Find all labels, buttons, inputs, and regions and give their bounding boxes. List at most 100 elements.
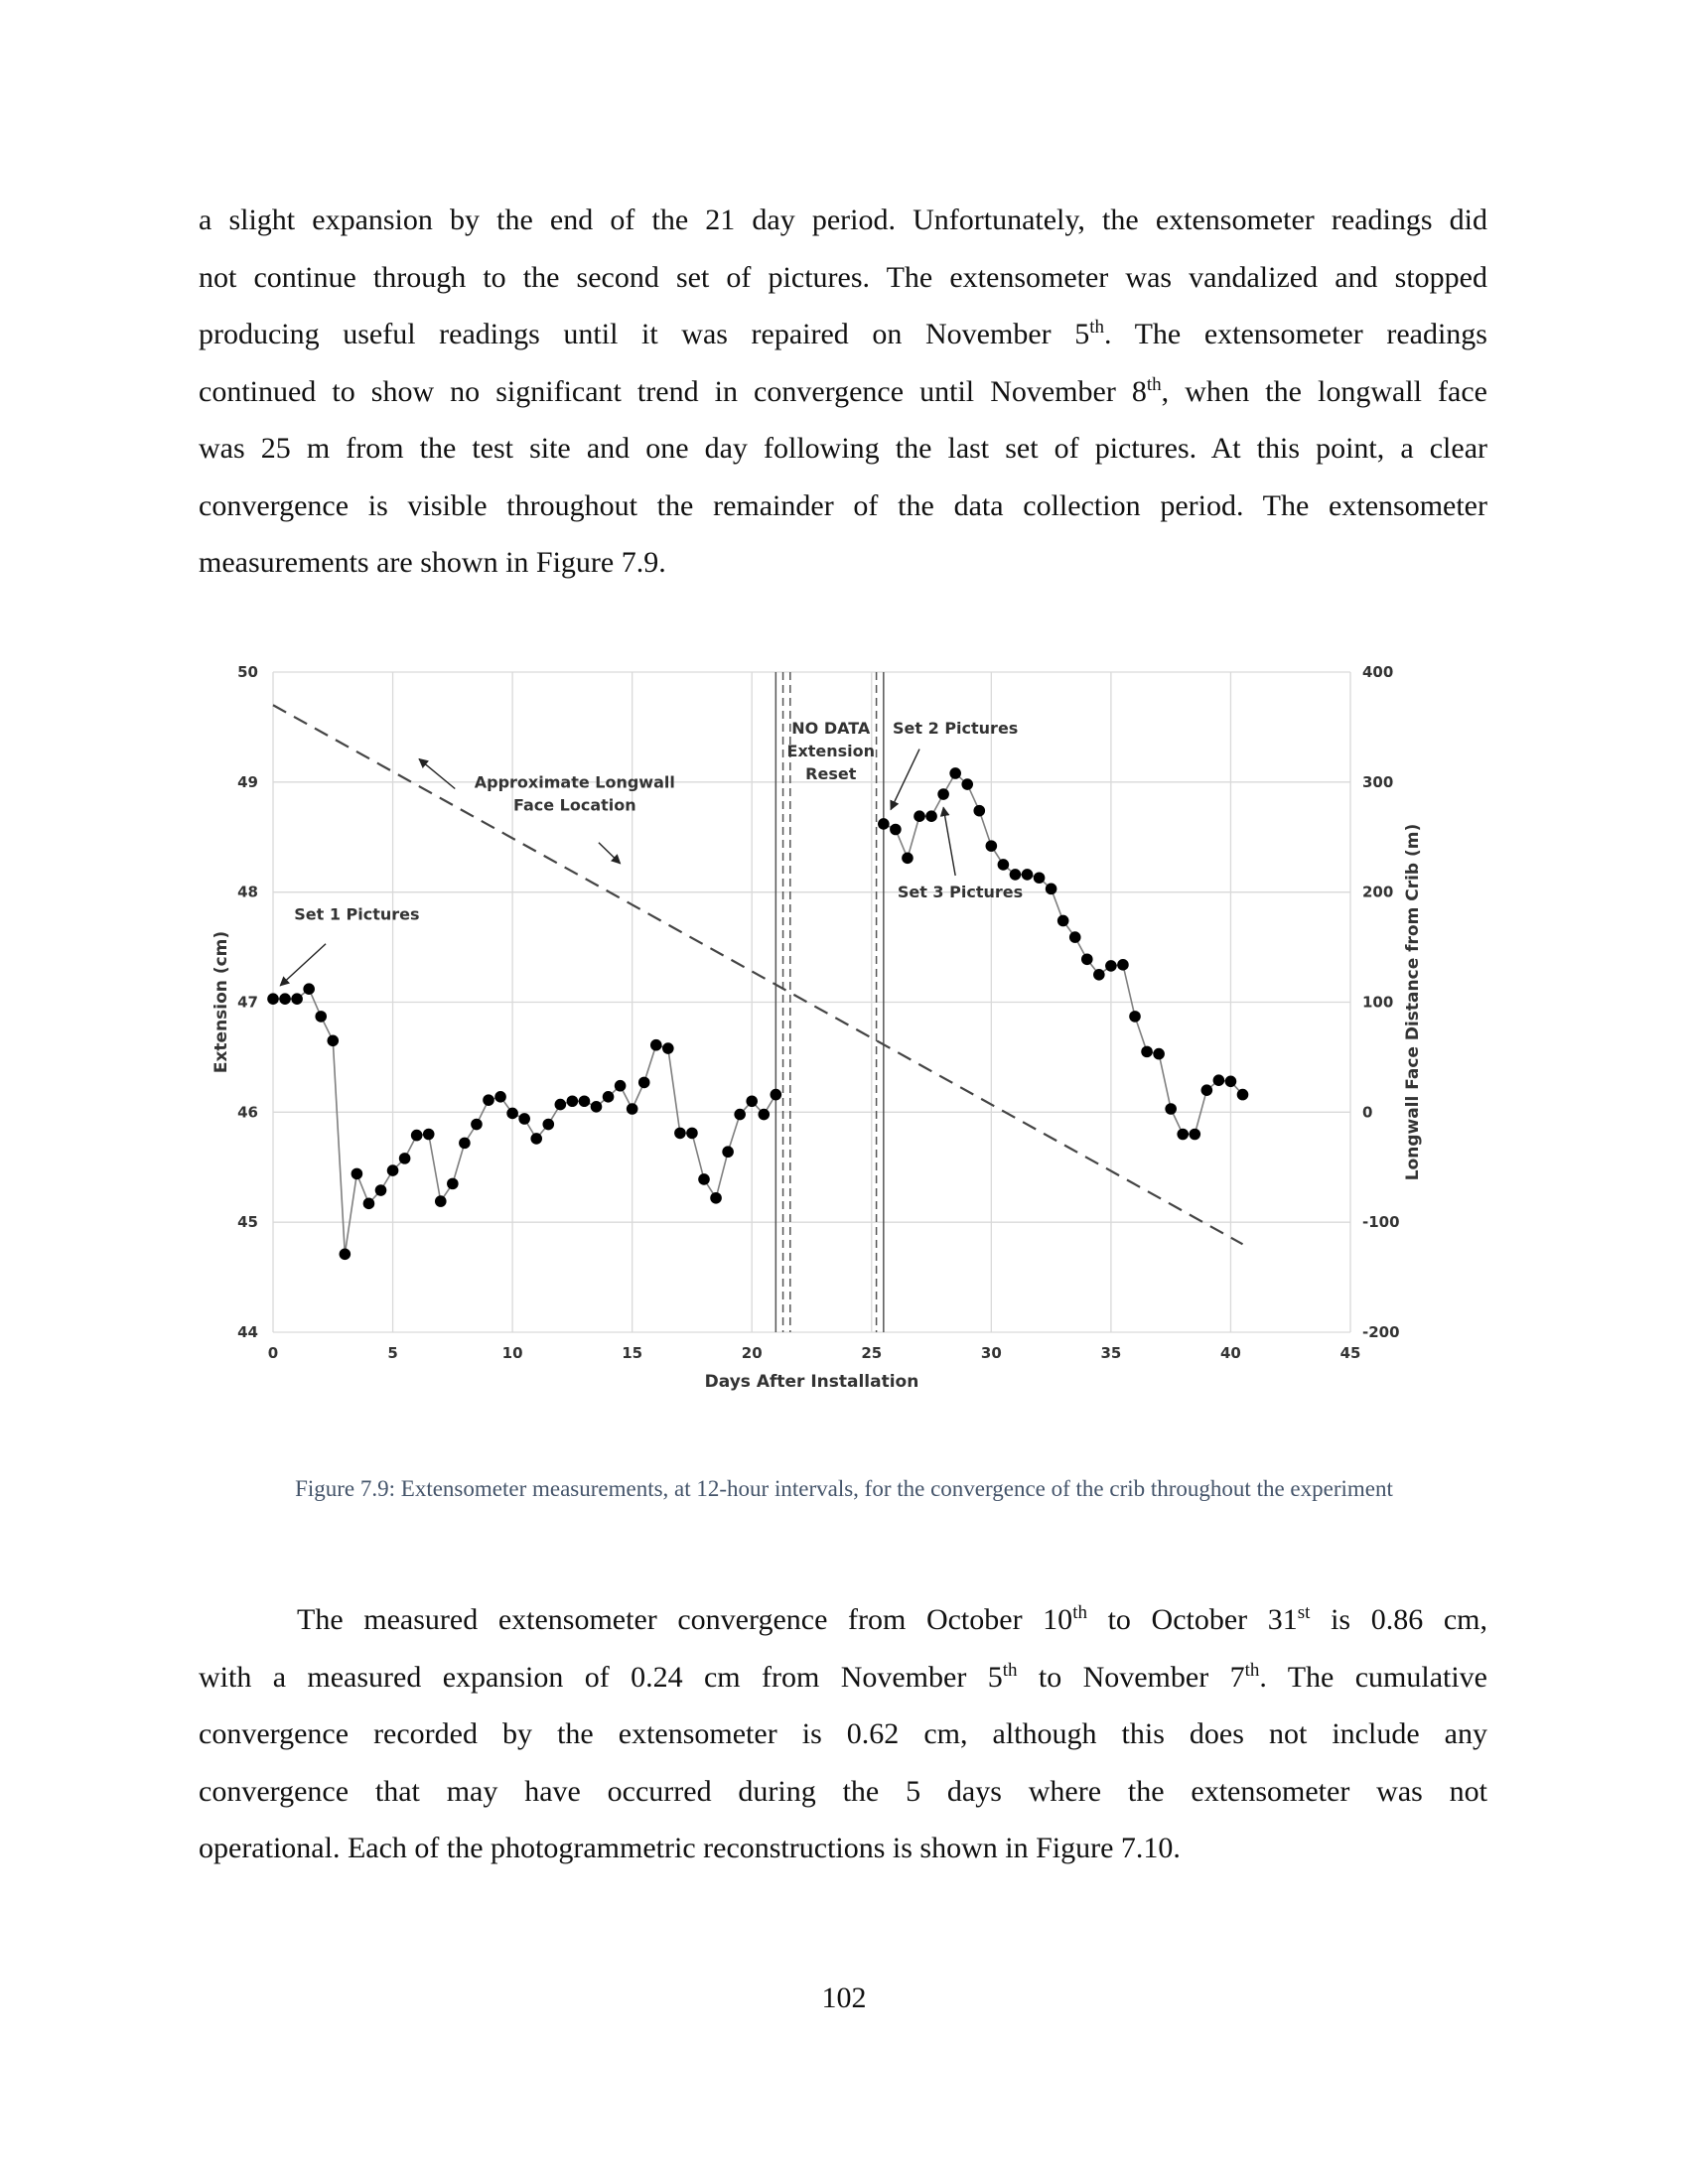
- extension-data-point: [1021, 869, 1034, 881]
- text-run: was 25 m from the test site and one day …: [199, 432, 1487, 465]
- annotation-longwall-arrow-down: [598, 842, 622, 865]
- extension-data-point: [746, 1095, 759, 1108]
- text-run: The measured extensometer convergence fr…: [297, 1603, 1073, 1636]
- extension-data-point: [698, 1173, 710, 1185]
- annotation-set3-arrow: [939, 806, 956, 877]
- extension-data-point: [267, 993, 279, 1005]
- annotation-set2-arrow: [890, 749, 920, 811]
- y2-tick-label: -100: [1362, 1213, 1400, 1231]
- extension-data-point: [1117, 959, 1129, 971]
- extension-data-point: [303, 983, 315, 995]
- y2-tick-label: 300: [1362, 773, 1393, 791]
- extension-data-point: [590, 1100, 603, 1113]
- text-run: with a measured expansion of 0.24 cm fro…: [199, 1660, 1003, 1694]
- extension-data-point: [1224, 1075, 1237, 1088]
- ordinal-superscript: th: [1002, 1659, 1018, 1681]
- annotation-nodata-label: NO DATA: [791, 719, 871, 738]
- ordinal-superscript: th: [1089, 317, 1105, 338]
- annotation-set1-arrow: [279, 943, 327, 987]
- extension-data-point: [961, 778, 974, 790]
- y-tick-label: 50: [237, 663, 258, 681]
- extension-data-point: [997, 859, 1010, 871]
- text-line: continued to show no significant trend i…: [199, 363, 1487, 421]
- extension-data-point: [542, 1118, 555, 1131]
- y-tick-label: 45: [237, 1213, 258, 1231]
- extension-data-point: [925, 810, 937, 822]
- text-run: convergence is visible throughout the re…: [199, 488, 1487, 522]
- extension-data-point: [637, 1076, 650, 1089]
- extension-data-point: [386, 1164, 399, 1176]
- x-tick-label: 30: [981, 1344, 1002, 1362]
- text-run: , when the longwall face: [1161, 374, 1487, 408]
- extension-data-point: [471, 1118, 483, 1131]
- text-run: convergence recorded by the extensometer…: [199, 1717, 1487, 1750]
- extension-data-point: [315, 1011, 328, 1023]
- extension-data-point: [447, 1177, 459, 1190]
- text-run: measurements are shown in Figure 7.9.: [199, 546, 666, 579]
- extension-data-point: [566, 1095, 579, 1108]
- ordinal-superscript: th: [1072, 1602, 1087, 1623]
- extension-data-point: [1009, 869, 1022, 881]
- ordinal-superscript: st: [1297, 1602, 1311, 1623]
- text-line: a slight expansion by the end of the 21 …: [199, 192, 1487, 249]
- extension-data-point: [1165, 1103, 1177, 1115]
- annotation-longwall-label: Face Location: [513, 795, 636, 814]
- annotation-nodata-label: Extension: [787, 742, 876, 760]
- extension-data-point: [686, 1127, 698, 1140]
- text-line: not continue through to the second set o…: [199, 249, 1487, 307]
- extension-data-point: [914, 810, 925, 822]
- extension-data-point: [1212, 1074, 1225, 1086]
- extension-data-point: [1056, 914, 1069, 927]
- extension-data-point: [327, 1034, 340, 1047]
- y2-tick-label: 100: [1362, 994, 1393, 1012]
- text-run: . The extensometer readings: [1104, 318, 1487, 350]
- text-line: convergence is visible throughout the re…: [199, 478, 1487, 535]
- x-tick-label: 45: [1340, 1344, 1361, 1362]
- extension-data-point: [890, 823, 902, 836]
- text-line: measurements are shown in Figure 7.9.: [199, 534, 1487, 592]
- x-tick-label: 25: [861, 1344, 882, 1362]
- extension-data-point: [578, 1095, 591, 1108]
- extension-data-point: [374, 1184, 387, 1196]
- text-run: . The cumulative: [1259, 1660, 1487, 1694]
- text-run: producing useful readings until it was r…: [199, 318, 1090, 350]
- x-tick-label: 5: [387, 1344, 397, 1362]
- chart-svg: 0 5 10 15 20 25 30 35 40 45 44 45 46 47 48 49 50 -200 -100…: [211, 663, 1423, 1392]
- extension-data-point: [351, 1167, 363, 1180]
- extension-data-point: [1141, 1045, 1153, 1058]
- y-tick-label: 49: [237, 773, 258, 791]
- extension-data-point: [710, 1191, 722, 1204]
- extension-data-point: [518, 1113, 530, 1125]
- figure-7-9: 0 5 10 15 20 25 30 35 40 45 44 45 46 47 48 49 50 -200 -100…: [199, 650, 1489, 1464]
- extension-data-point: [398, 1153, 411, 1164]
- extension-data-point: [649, 1038, 662, 1051]
- text-line: producing useful readings until it was r…: [199, 306, 1487, 363]
- extension-data-point: [1093, 968, 1105, 981]
- extension-data-point: [626, 1103, 638, 1115]
- annotation-nodata-label: Reset: [805, 764, 857, 783]
- extension-data-point: [459, 1137, 471, 1150]
- extension-data-point: [422, 1128, 435, 1141]
- extension-data-point: [410, 1129, 423, 1142]
- text-line: was 25 m from the test site and one day …: [199, 420, 1487, 478]
- annotation-longwall-arrow-up: [418, 757, 456, 790]
- text-line: with a measured expansion of 0.24 cm fro…: [199, 1649, 1487, 1706]
- extension-data-point: [1177, 1128, 1190, 1141]
- x-axis-title: Days After Installation: [705, 1372, 919, 1392]
- extension-data-point: [770, 1088, 782, 1101]
- x-tick-label: 15: [622, 1344, 642, 1362]
- x-tick-label: 0: [268, 1344, 278, 1362]
- annotation-set3-label: Set 3 Pictures: [898, 883, 1023, 901]
- x-tick-label: 40: [1220, 1344, 1241, 1362]
- extension-data-point: [937, 788, 949, 800]
- extension-data-point: [494, 1091, 506, 1103]
- text-line: operational. Each of the photogrammetric…: [199, 1820, 1487, 1877]
- figure-caption: Figure 7.9: Extensometer measurements, a…: [295, 1476, 1393, 1501]
- annotation-set1-label: Set 1 Pictures: [294, 904, 419, 923]
- extension-data-point: [674, 1127, 686, 1140]
- y2-tick-label: 0: [1362, 1103, 1372, 1121]
- extension-data-point: [291, 993, 303, 1005]
- extension-data-point: [1105, 960, 1117, 972]
- y2-tick-label: 400: [1362, 663, 1393, 681]
- extension-data-point: [362, 1197, 375, 1210]
